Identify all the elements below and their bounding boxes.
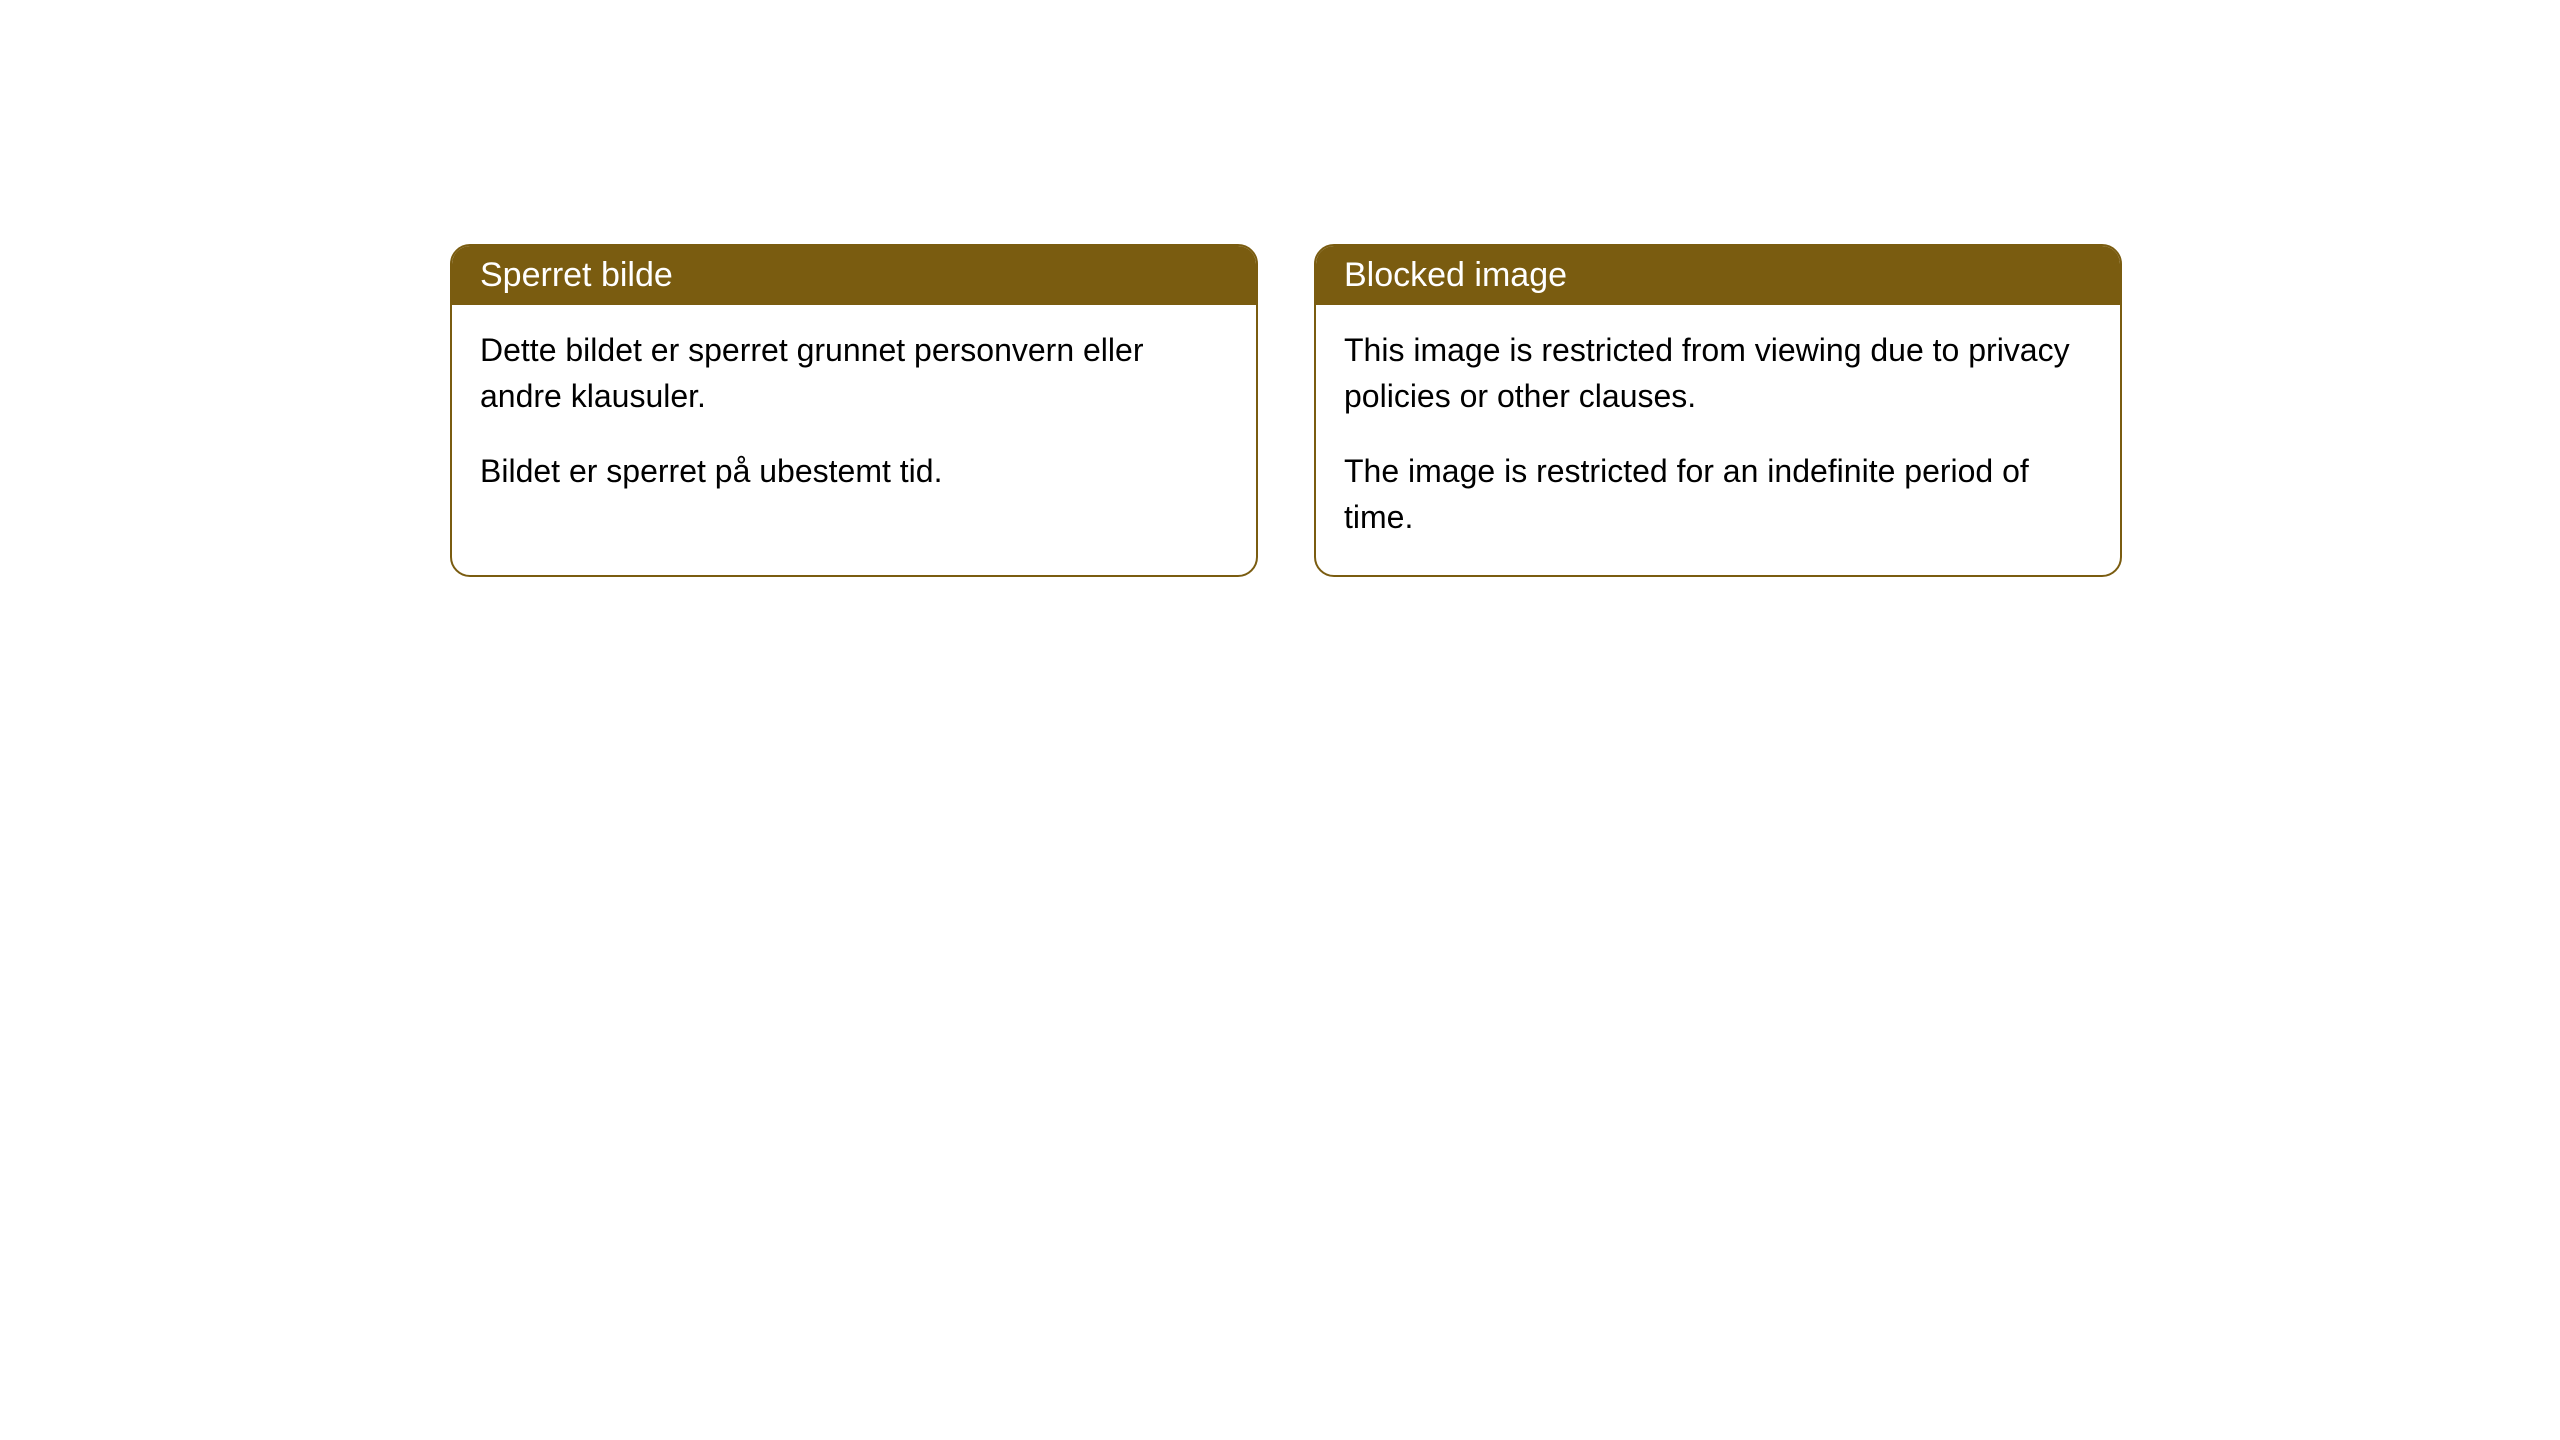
notice-card-english: Blocked image This image is restricted f… xyxy=(1314,244,2122,577)
card-paragraph: Bildet er sperret på ubestemt tid. xyxy=(480,448,1228,494)
card-header-english: Blocked image xyxy=(1316,246,2120,305)
card-body-norwegian: Dette bildet er sperret grunnet personve… xyxy=(452,305,1256,528)
card-paragraph: Dette bildet er sperret grunnet personve… xyxy=(480,327,1228,420)
card-paragraph: This image is restricted from viewing du… xyxy=(1344,327,2092,420)
card-header-norwegian: Sperret bilde xyxy=(452,246,1256,305)
card-title: Blocked image xyxy=(1344,256,1567,294)
notice-card-norwegian: Sperret bilde Dette bildet er sperret gr… xyxy=(450,244,1258,577)
notice-cards-container: Sperret bilde Dette bildet er sperret gr… xyxy=(450,244,2122,577)
card-body-english: This image is restricted from viewing du… xyxy=(1316,305,2120,575)
card-title: Sperret bilde xyxy=(480,256,673,294)
card-paragraph: The image is restricted for an indefinit… xyxy=(1344,448,2092,541)
